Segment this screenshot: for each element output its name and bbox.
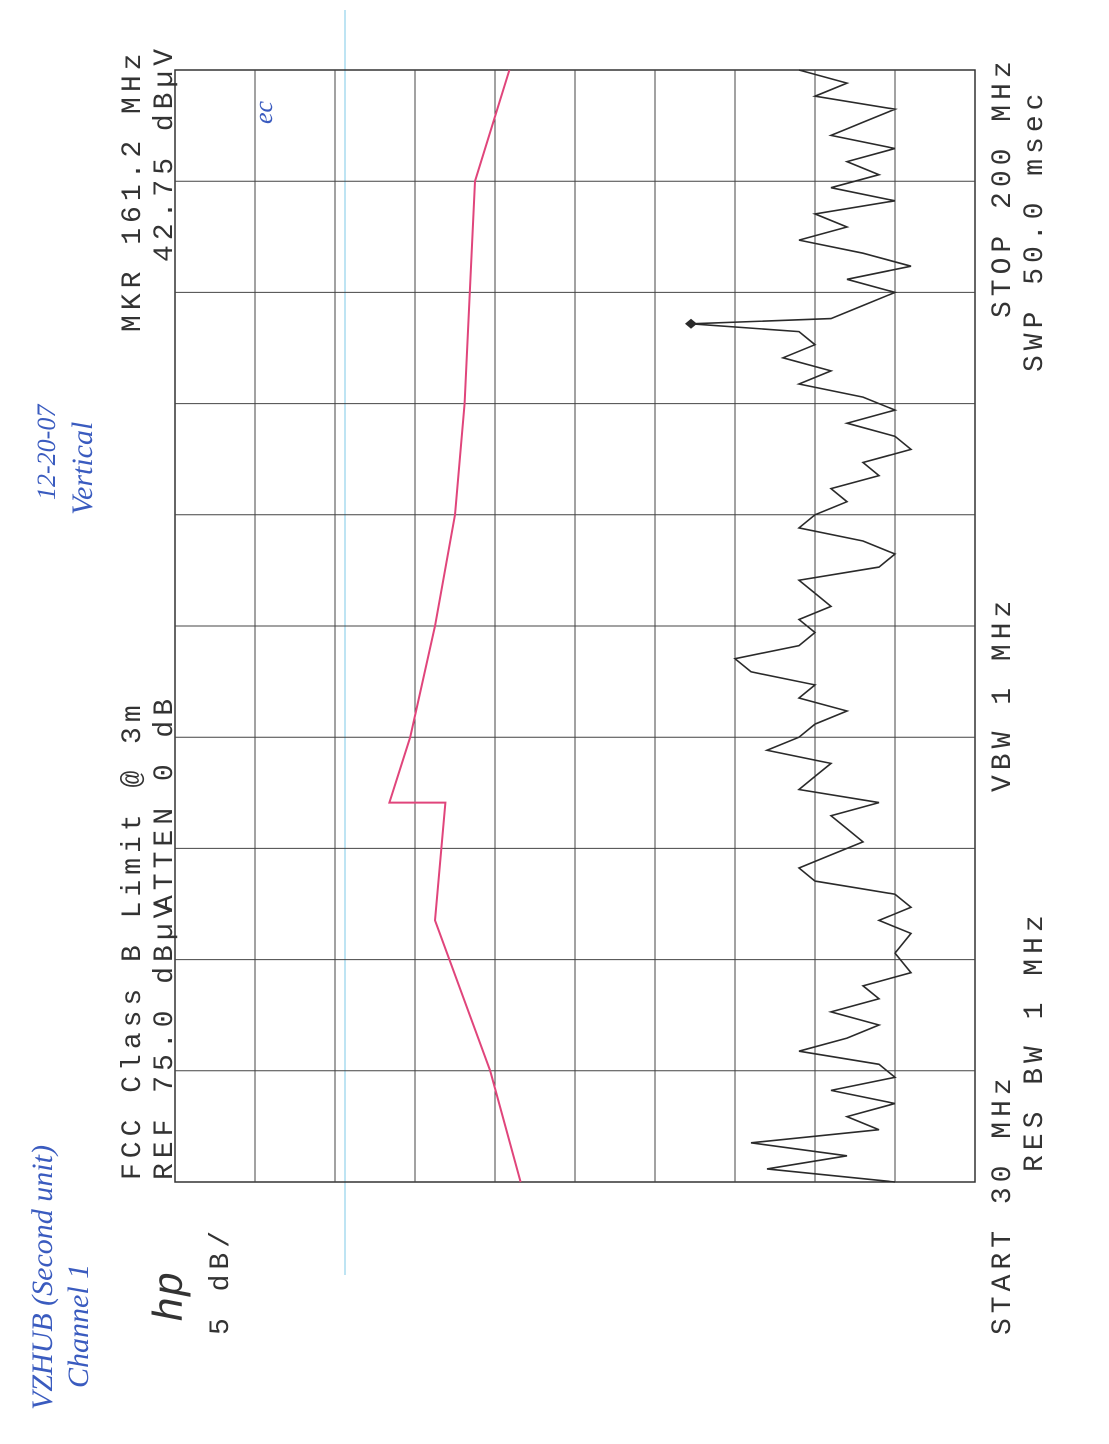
vbw: VBW 1 MHz [988, 596, 1019, 792]
reference-level: REF 75.0 dBµV [150, 897, 181, 1180]
note-date: 12-20-07 [32, 404, 61, 500]
note-polarization: Vertical [66, 422, 99, 515]
note-initials: ec [249, 100, 278, 124]
chart-title: FCC Class B Limit @ 3m [118, 700, 149, 1180]
start-frequency: START 30 MHz [988, 1073, 1019, 1335]
scale-label: 5 dB/ [206, 1226, 237, 1335]
marker-value: 42.75 dBµV [150, 44, 181, 262]
note-unit: VZHUB (Second unit) [26, 1145, 59, 1410]
rbw: RES BW 1 MHz [1020, 910, 1051, 1172]
logo: hp [147, 1272, 195, 1322]
texts: FCC Class B Limit @ 3m REF 75.0 dBµVATTEN… [26, 44, 1051, 1410]
note-channel: Channel 1 [62, 1264, 95, 1388]
marker-label: MKR 161.2 MHz [118, 49, 149, 332]
stop-frequency: STOP 200 MHz [988, 56, 1019, 318]
series-line [388, 69, 522, 1183]
plot [174, 69, 976, 1183]
sweep-time: SWP 50.0 msec [1020, 89, 1051, 372]
series-line [690, 69, 913, 1183]
marker [685, 318, 697, 329]
attenuation: ATTEN 0 dB [150, 694, 181, 912]
